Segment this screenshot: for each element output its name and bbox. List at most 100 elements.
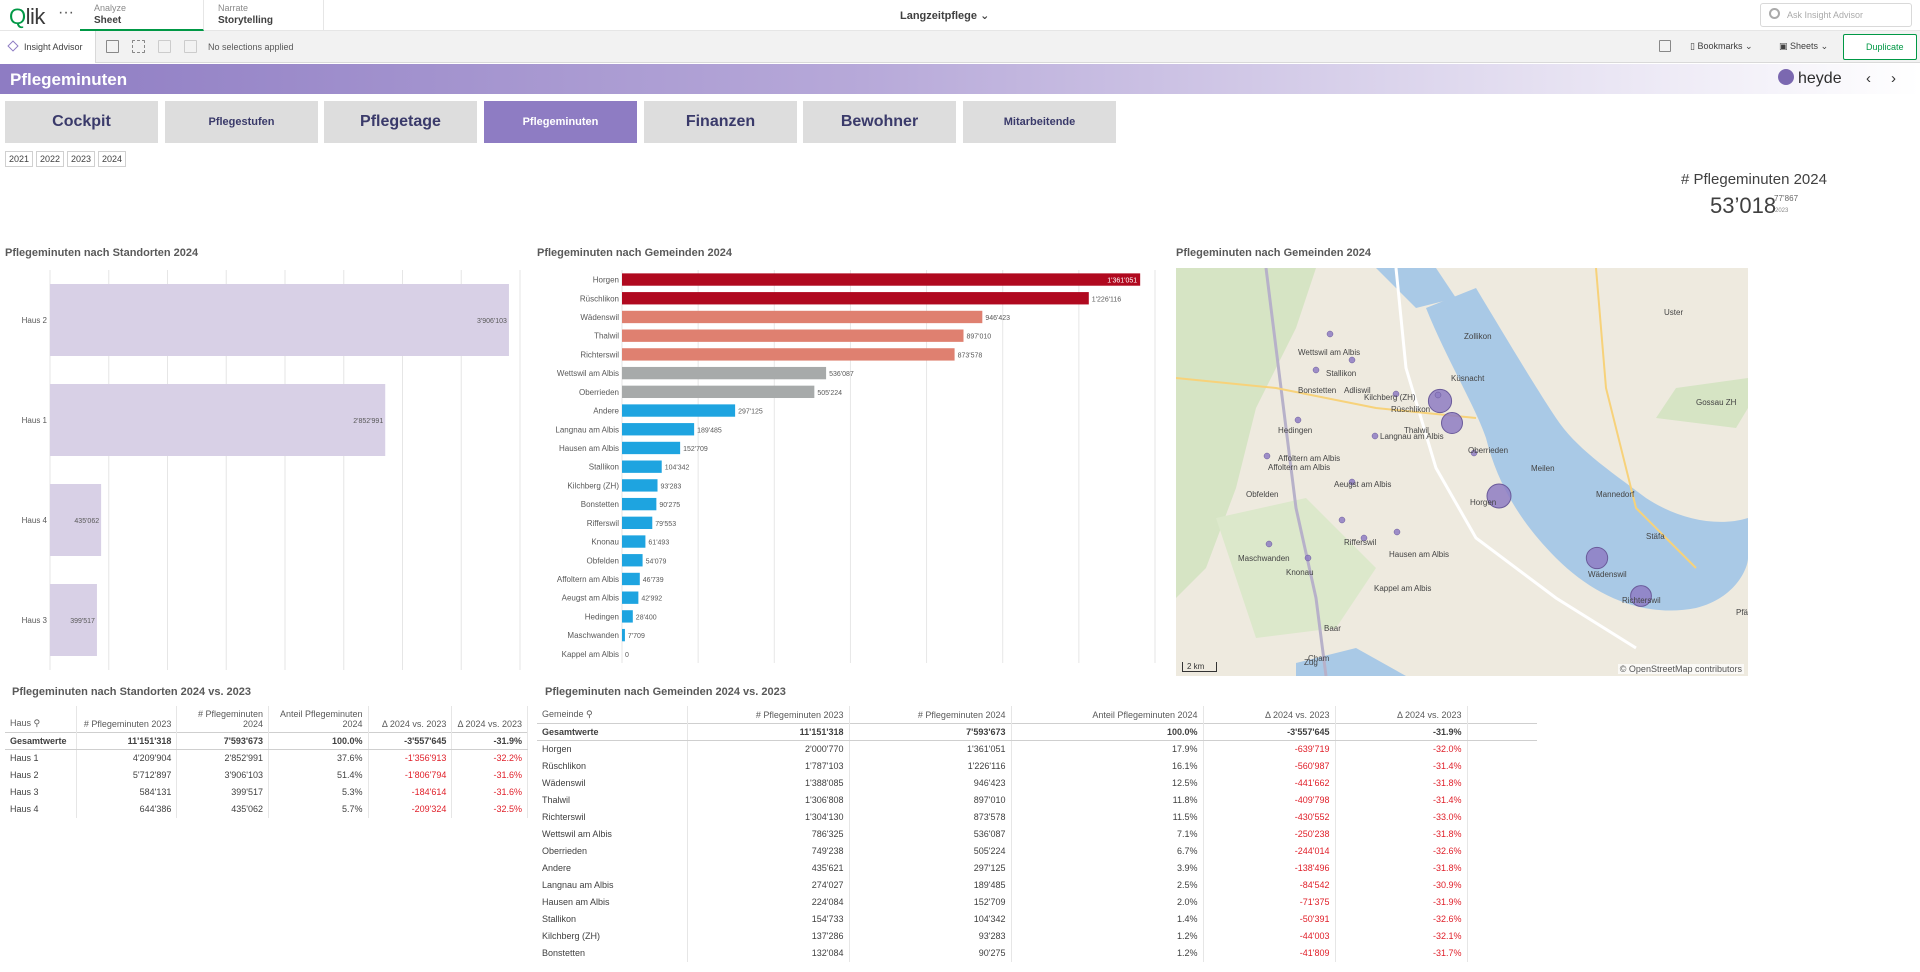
duplicate-button[interactable]: Duplicate — [1843, 34, 1917, 60]
table-row[interactable]: Hausen am Albis 224'084 152'709 2.0% -71'375… — [537, 893, 1537, 911]
qlik-logo[interactable]: Qlik — [9, 4, 45, 29]
table-row[interactable]: Wädenswil 1'388'085 946'423 12.5% -441'662 -3… — [537, 774, 1537, 792]
bar[interactable] — [622, 292, 1089, 305]
table-row[interactable]: Haus 1 4'209'904 2'852'991 37.6% -1'356'913-… — [5, 749, 528, 767]
nav-button-pflegeminuten[interactable]: Pflegeminuten — [484, 101, 637, 143]
bar[interactable] — [622, 497, 657, 511]
bar[interactable] — [622, 572, 640, 586]
bar[interactable] — [50, 284, 509, 356]
bar[interactable] — [622, 479, 658, 492]
map-bubble[interactable] — [1312, 366, 1320, 374]
column-header-pm-2024[interactable]: # Pflegeminuten 2024 — [176, 706, 270, 733]
table-row[interactable]: Haus 3 584'131 399'517 5.3% -184'614 -31.6% — [5, 783, 528, 801]
map-bubble[interactable] — [1470, 449, 1478, 457]
bookmarks-button[interactable]: ▯ Bookmarks ⌄ — [1690, 41, 1753, 51]
app-title-dropdown[interactable]: Langzeitpflege ⌄ — [900, 9, 989, 22]
map-attribution[interactable]: © OpenStreetMap contributors — [1617, 664, 1744, 674]
more-menu-icon[interactable]: ··· — [58, 4, 74, 21]
table-row[interactable]: Thalwil 1'306'808 897'010 11.8% -409'798 -31.… — [537, 791, 1537, 809]
map[interactable]: Zollikon Küsnacht Meilen Mannedorf Stäfa Uste… — [1176, 268, 1748, 676]
year-button-2024[interactable]: 2024 — [98, 151, 126, 167]
column-header-gemeinde[interactable]: Gemeinde ⚲ — [537, 706, 688, 724]
bar[interactable] — [622, 554, 643, 567]
table-row[interactable]: Haus 2 5'712'897 3'906'103 51.4% -1'806'794-… — [5, 766, 528, 784]
map-bubble[interactable] — [1294, 416, 1302, 424]
map-bubble[interactable] — [1304, 554, 1312, 562]
map-bubble[interactable] — [1434, 391, 1442, 399]
grid-view-icon[interactable] — [1659, 40, 1671, 52]
column-header-delta-abs[interactable]: Δ 2024 vs. 2023 — [368, 706, 453, 733]
lasso-select-icon[interactable] — [132, 40, 145, 53]
table-row[interactable]: Rüschlikon 1'787'103 1'226'116 16.1% -560'98… — [537, 757, 1537, 775]
nav-button-bewohner[interactable]: Bewohner — [803, 101, 956, 143]
bar[interactable] — [50, 584, 97, 656]
bar[interactable] — [622, 460, 662, 473]
column-header-haus[interactable]: Haus ⚲ — [5, 706, 78, 733]
column-header-anteil-2024[interactable]: Anteil Pflegeminuten 2024 — [1011, 706, 1204, 724]
bar[interactable] — [622, 591, 639, 604]
map-bubble[interactable] — [1585, 546, 1609, 570]
bar[interactable] — [622, 535, 646, 548]
map-bubble[interactable] — [1326, 330, 1334, 338]
bar[interactable] — [50, 384, 386, 456]
search-icon[interactable]: ⚲ — [586, 709, 593, 719]
bar[interactable] — [622, 385, 815, 399]
table-row[interactable]: Bonstetten 132'084 90'275 1.2% -41'809 -31.7% — [537, 944, 1537, 962]
bar[interactable] — [622, 423, 695, 436]
map-bubble[interactable] — [1630, 585, 1652, 607]
map-bubble[interactable] — [1265, 540, 1273, 548]
column-header-pm-2024[interactable]: # Pflegeminuten 2024 — [849, 706, 1012, 724]
year-button-2022[interactable]: 2022 — [36, 151, 64, 167]
column-header-delta-abs[interactable]: Δ 2024 vs. 2023 — [1203, 706, 1336, 724]
bar[interactable] — [622, 348, 955, 361]
map-bubble[interactable] — [1348, 478, 1356, 486]
year-button-2021[interactable]: 2021 — [5, 151, 33, 167]
step-back-icon[interactable] — [158, 40, 171, 53]
table-row[interactable]: Langnau am Albis 274'027 189'485 2.5% -84'54… — [537, 876, 1537, 894]
map-bubble[interactable] — [1360, 534, 1368, 542]
column-header-anteil-2024[interactable]: Anteil Pflegeminuten 2024 — [268, 706, 369, 733]
map-bubble[interactable] — [1392, 390, 1400, 398]
map-bubble[interactable] — [1486, 483, 1512, 509]
previous-sheet-icon[interactable]: ‹ — [1866, 70, 1871, 87]
table-row[interactable]: Stallikon 154'733 104'342 1.4% -50'391 -32.6% — [537, 910, 1537, 928]
smart-search-icon[interactable] — [106, 40, 119, 53]
insight-advisor-button[interactable]: Insight Advisor — [0, 31, 96, 63]
nav-button-pflegestufen[interactable]: Pflegestufen — [165, 101, 318, 143]
nav-button-finanzen[interactable]: Finanzen — [644, 101, 797, 143]
bar[interactable] — [622, 366, 827, 380]
bar[interactable] — [622, 628, 625, 642]
bar[interactable] — [50, 484, 102, 556]
table-row[interactable]: Horgen 2'000'770 1'361'051 17.9% -639'719 -32… — [537, 740, 1537, 758]
bar[interactable] — [622, 610, 633, 623]
nav-button-pflegetage[interactable]: Pflegetage — [324, 101, 477, 143]
table-row[interactable]: Haus 4 644'386 435'062 5.7% -209'324 -32.5% — [5, 800, 528, 818]
column-header-pm-2023[interactable]: # Pflegeminuten 2023 — [76, 706, 178, 733]
map-bubble[interactable] — [1348, 356, 1356, 364]
map-bubble[interactable] — [1263, 452, 1271, 460]
search-icon[interactable]: ⚲ — [33, 718, 41, 728]
map-bubble[interactable] — [1393, 528, 1401, 536]
tab-narrate[interactable]: Narrate Storytelling — [204, 0, 324, 31]
bar[interactable] — [622, 273, 1141, 286]
column-header-delta-pct[interactable]: Δ 2024 vs. 2023 — [451, 706, 528, 733]
table-row[interactable]: Richterswil 1'304'130 873'578 11.5% -430'552… — [537, 808, 1537, 826]
table-row[interactable]: Andere 435'621 297'125 3.9% -138'496 -31.8% — [537, 859, 1537, 877]
table-row[interactable]: Oberrieden 749'238 505'224 6.7% -244'014 -32.… — [537, 842, 1537, 860]
map-bubble[interactable] — [1427, 388, 1453, 414]
year-button-2023[interactable]: 2023 — [67, 151, 95, 167]
bar[interactable] — [622, 404, 736, 417]
map-bubble[interactable] — [1441, 412, 1463, 434]
next-sheet-icon[interactable]: › — [1891, 70, 1896, 87]
sheets-button[interactable]: ▣ Sheets ⌄ — [1779, 41, 1829, 51]
bar[interactable] — [622, 310, 983, 324]
map-bubble[interactable] — [1371, 432, 1379, 440]
table-row[interactable]: Wettswil am Albis 786'325 536'087 7.1% -250'… — [537, 825, 1537, 843]
nav-button-mitarbeitende[interactable]: Mitarbeitende — [963, 101, 1116, 143]
map-bubble[interactable] — [1338, 516, 1346, 524]
bar[interactable] — [622, 516, 653, 530]
table-row[interactable]: Kilchberg (ZH) 137'286 93'283 1.2% -44'003 -3… — [537, 927, 1537, 945]
nav-button-cockpit[interactable]: Cockpit — [5, 101, 158, 143]
column-header-pm-2023[interactable]: # Pflegeminuten 2023 — [687, 706, 850, 724]
tab-analyze[interactable]: Analyze Sheet — [80, 0, 204, 31]
